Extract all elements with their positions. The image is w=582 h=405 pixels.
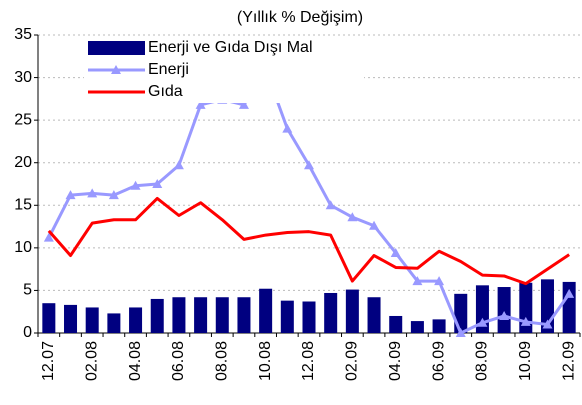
x-tick-label: 10.09 [517,341,534,381]
y-tick-label: 5 [23,282,32,299]
bar [172,297,186,333]
marker [282,123,293,133]
legend-label: Enerji ve Gıda Dışı Mal [148,39,313,56]
bar [324,292,338,333]
legend-swatch [88,41,145,55]
y-tick-label: 35 [14,26,32,43]
chart-title: (Yıllık % Değişim) [237,9,363,26]
bar [367,297,381,333]
x-tick-label: 04.09 [387,341,404,381]
marker [347,212,358,222]
marker [542,319,553,329]
bar [215,297,229,333]
y-tick-label: 30 [14,69,32,86]
bar [280,300,294,333]
x-tick-label: 02.08 [83,341,100,381]
x-tick-label: 10.08 [257,341,274,381]
bar [107,313,121,333]
marker [238,99,249,109]
bar [150,298,164,333]
marker [130,180,141,190]
bar [85,307,99,333]
marker [108,190,119,200]
bar [454,293,468,333]
bar [42,303,56,333]
bar [259,288,273,333]
bar [432,319,446,333]
legend-marker [111,65,121,74]
bar [64,304,78,333]
x-tick-label: 12.08 [300,341,317,381]
x-tick-label: 04.08 [127,341,144,381]
x-tick-label: 12.07 [40,341,57,381]
x-tick-label: 08.08 [213,341,230,381]
legend-label: Gıda [148,83,183,100]
line [47,67,571,335]
bar [345,289,359,333]
marker [434,276,445,286]
y-tick-label: 10 [14,239,32,256]
bar [497,287,511,333]
marker [499,310,510,320]
marker [412,276,423,286]
y-tick-label: 0 [23,324,32,341]
marker [65,190,76,200]
x-tick-label: 02.09 [344,341,361,381]
bar [302,301,316,333]
marker [304,160,314,170]
line [47,196,570,286]
y-tick-label: 20 [14,154,32,171]
y-tick-label: 15 [14,197,32,214]
x-tick-label: 12.09 [560,341,577,381]
bar [129,307,143,333]
bar [562,281,576,333]
marker [520,316,531,326]
marker [173,160,184,170]
bar [389,315,403,333]
marker [390,247,401,257]
marker [564,288,575,298]
x-tick-label: 06.09 [430,341,447,381]
marker [369,220,380,230]
marker [455,328,466,337]
y-tick-label: 25 [14,111,32,128]
bar [410,321,424,333]
x-tick-label: 06.08 [170,341,187,381]
legend-label: Enerji [148,61,189,78]
marker [43,232,54,242]
bar [237,297,251,333]
marker [152,179,163,188]
marker [477,317,488,327]
marker [195,99,206,109]
x-tick-label: 08.09 [474,341,491,381]
marker [325,200,336,210]
bar [194,297,208,333]
marker [87,188,98,198]
